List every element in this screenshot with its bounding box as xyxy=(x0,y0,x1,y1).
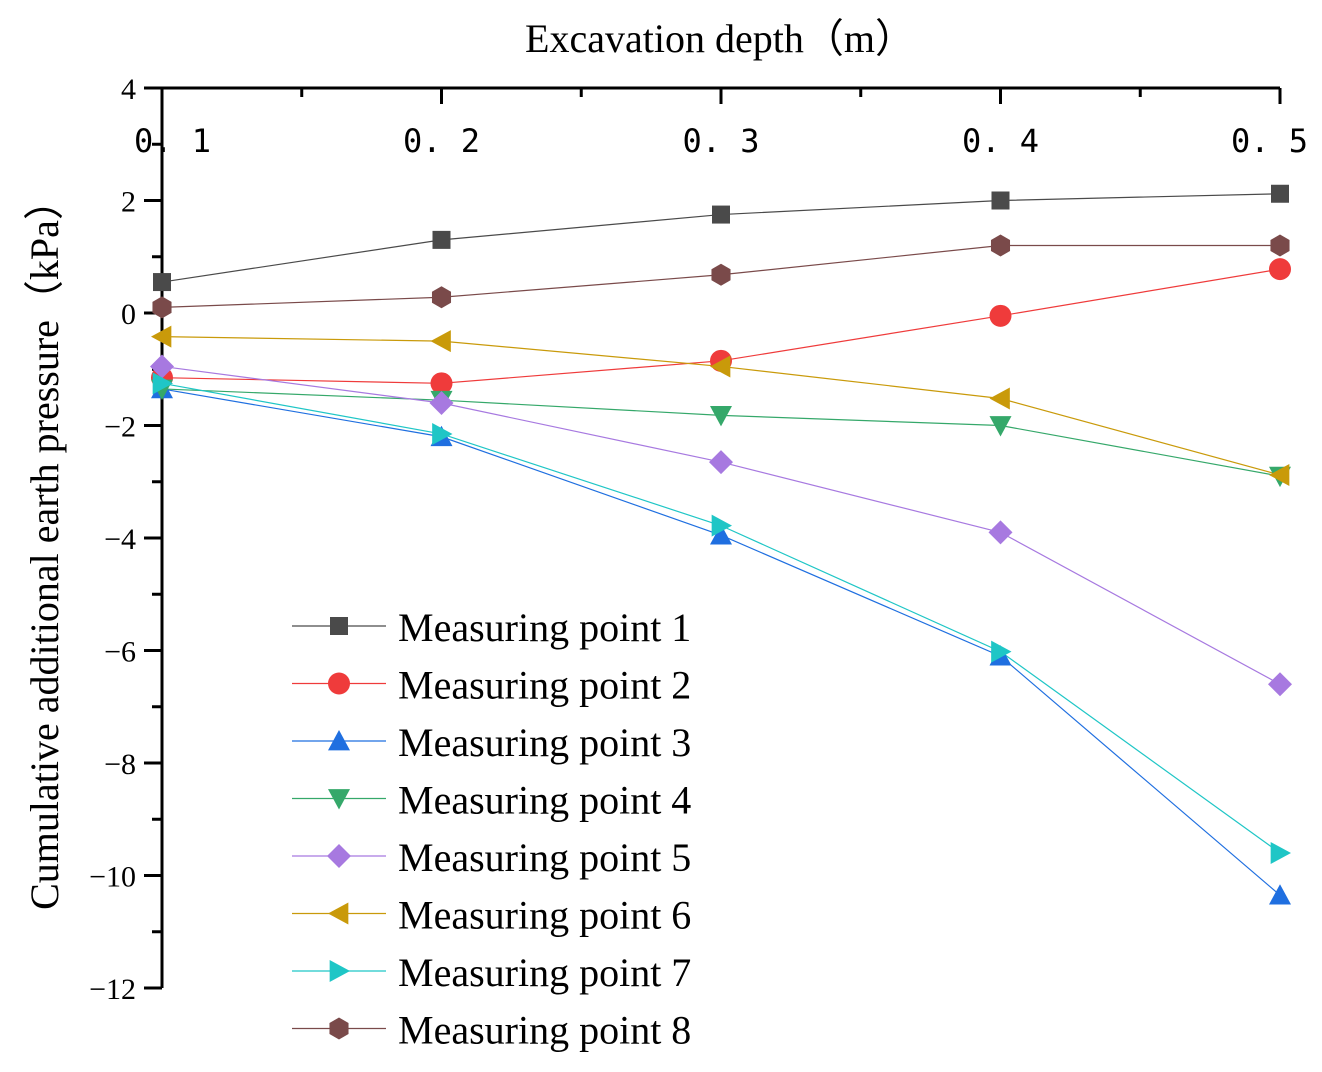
data-point-series-7 xyxy=(991,640,1012,663)
data-point-series-1 xyxy=(991,191,1010,210)
data-point-series-5 xyxy=(988,520,1013,545)
data-point-series-8 xyxy=(152,296,172,319)
data-point-series-5 xyxy=(709,450,733,475)
axes: 4 2 0 −2 −4 −6 −8 −10 −12 0. 1 0. 2 0. 3 0. 4 0. 5 xyxy=(89,73,1308,1006)
data-point-series-8 xyxy=(990,234,1011,257)
data-point-series-7 xyxy=(711,514,732,537)
y-tick-label: 2 xyxy=(121,186,136,219)
legend-label: Measuring point 2 xyxy=(398,663,691,708)
legend-label: Measuring point 6 xyxy=(398,893,691,938)
y-tick-label: −6 xyxy=(104,636,136,669)
data-point-series-2 xyxy=(989,304,1012,327)
x-tick-label: 0. 2 xyxy=(403,122,480,160)
y-tick-label: −4 xyxy=(104,523,136,556)
data-point-series-8 xyxy=(711,263,731,286)
data-point-series-7 xyxy=(152,372,173,395)
data-point-series-5 xyxy=(1268,672,1292,697)
data-point-series-3 xyxy=(710,524,732,545)
data-point-series-2 xyxy=(430,372,453,395)
data-point-series-6 xyxy=(151,325,172,348)
legend-label: Measuring point 4 xyxy=(398,778,691,823)
legend-label: Measuring point 3 xyxy=(398,720,691,765)
legend: Measuring point 1 Measuring point 2 Measur… xyxy=(292,605,691,1053)
data-point-series-6 xyxy=(710,355,731,378)
data-point-series-5 xyxy=(429,391,454,415)
legend-marker xyxy=(329,960,350,982)
x-tick-label: 0. 3 xyxy=(682,122,759,160)
legend-label: Measuring point 1 xyxy=(398,605,691,650)
data-point-series-7 xyxy=(1270,842,1291,864)
data-point-series-4 xyxy=(989,416,1012,437)
legend-label: Measuring point 8 xyxy=(398,1008,691,1053)
legend-marker xyxy=(328,902,349,925)
y-tick-label: −12 xyxy=(89,973,136,1006)
x-tick-label: 0. 4 xyxy=(962,122,1039,160)
y-tick-label: 4 xyxy=(121,73,136,106)
legend-marker xyxy=(328,789,350,810)
data-point-series-1 xyxy=(432,230,451,249)
data-point-series-4 xyxy=(710,406,732,427)
data-point-series-6 xyxy=(1269,464,1290,486)
x-tick-label: 0. 5 xyxy=(1231,122,1308,160)
data-point-series-1 xyxy=(153,273,171,292)
legend-marker xyxy=(328,672,350,695)
data-point-series-8 xyxy=(1270,234,1290,257)
data-point-series-5 xyxy=(150,354,174,379)
data-point-series-6 xyxy=(989,387,1010,410)
y-axis-title: Cumulative additional earth pressure（kPa… xyxy=(22,180,67,910)
data-point-series-7 xyxy=(432,422,453,445)
data-point-series-2 xyxy=(1269,258,1291,281)
series-markers xyxy=(150,184,1292,905)
legend-label: Measuring point 7 xyxy=(398,950,691,995)
data-point-series-1 xyxy=(1271,184,1289,203)
y-tick-label: −10 xyxy=(89,861,136,894)
legend-marker xyxy=(330,617,348,635)
legend-marker xyxy=(328,730,350,751)
y-tick-label: 0 xyxy=(121,298,136,331)
legend-marker xyxy=(329,1017,349,1040)
y-tick-label: −2 xyxy=(104,411,136,444)
data-point-series-8 xyxy=(431,286,452,309)
data-point-series-6 xyxy=(430,330,451,353)
x-tick-label: 0. 1 xyxy=(134,122,211,160)
data-point-series-1 xyxy=(712,205,730,224)
data-point-series-3 xyxy=(1269,884,1291,905)
legend-label: Measuring point 5 xyxy=(398,835,691,880)
x-axis-title: Excavation depth（m） xyxy=(525,16,915,61)
y-tick-label: −8 xyxy=(104,748,136,781)
legend-marker xyxy=(327,844,351,868)
